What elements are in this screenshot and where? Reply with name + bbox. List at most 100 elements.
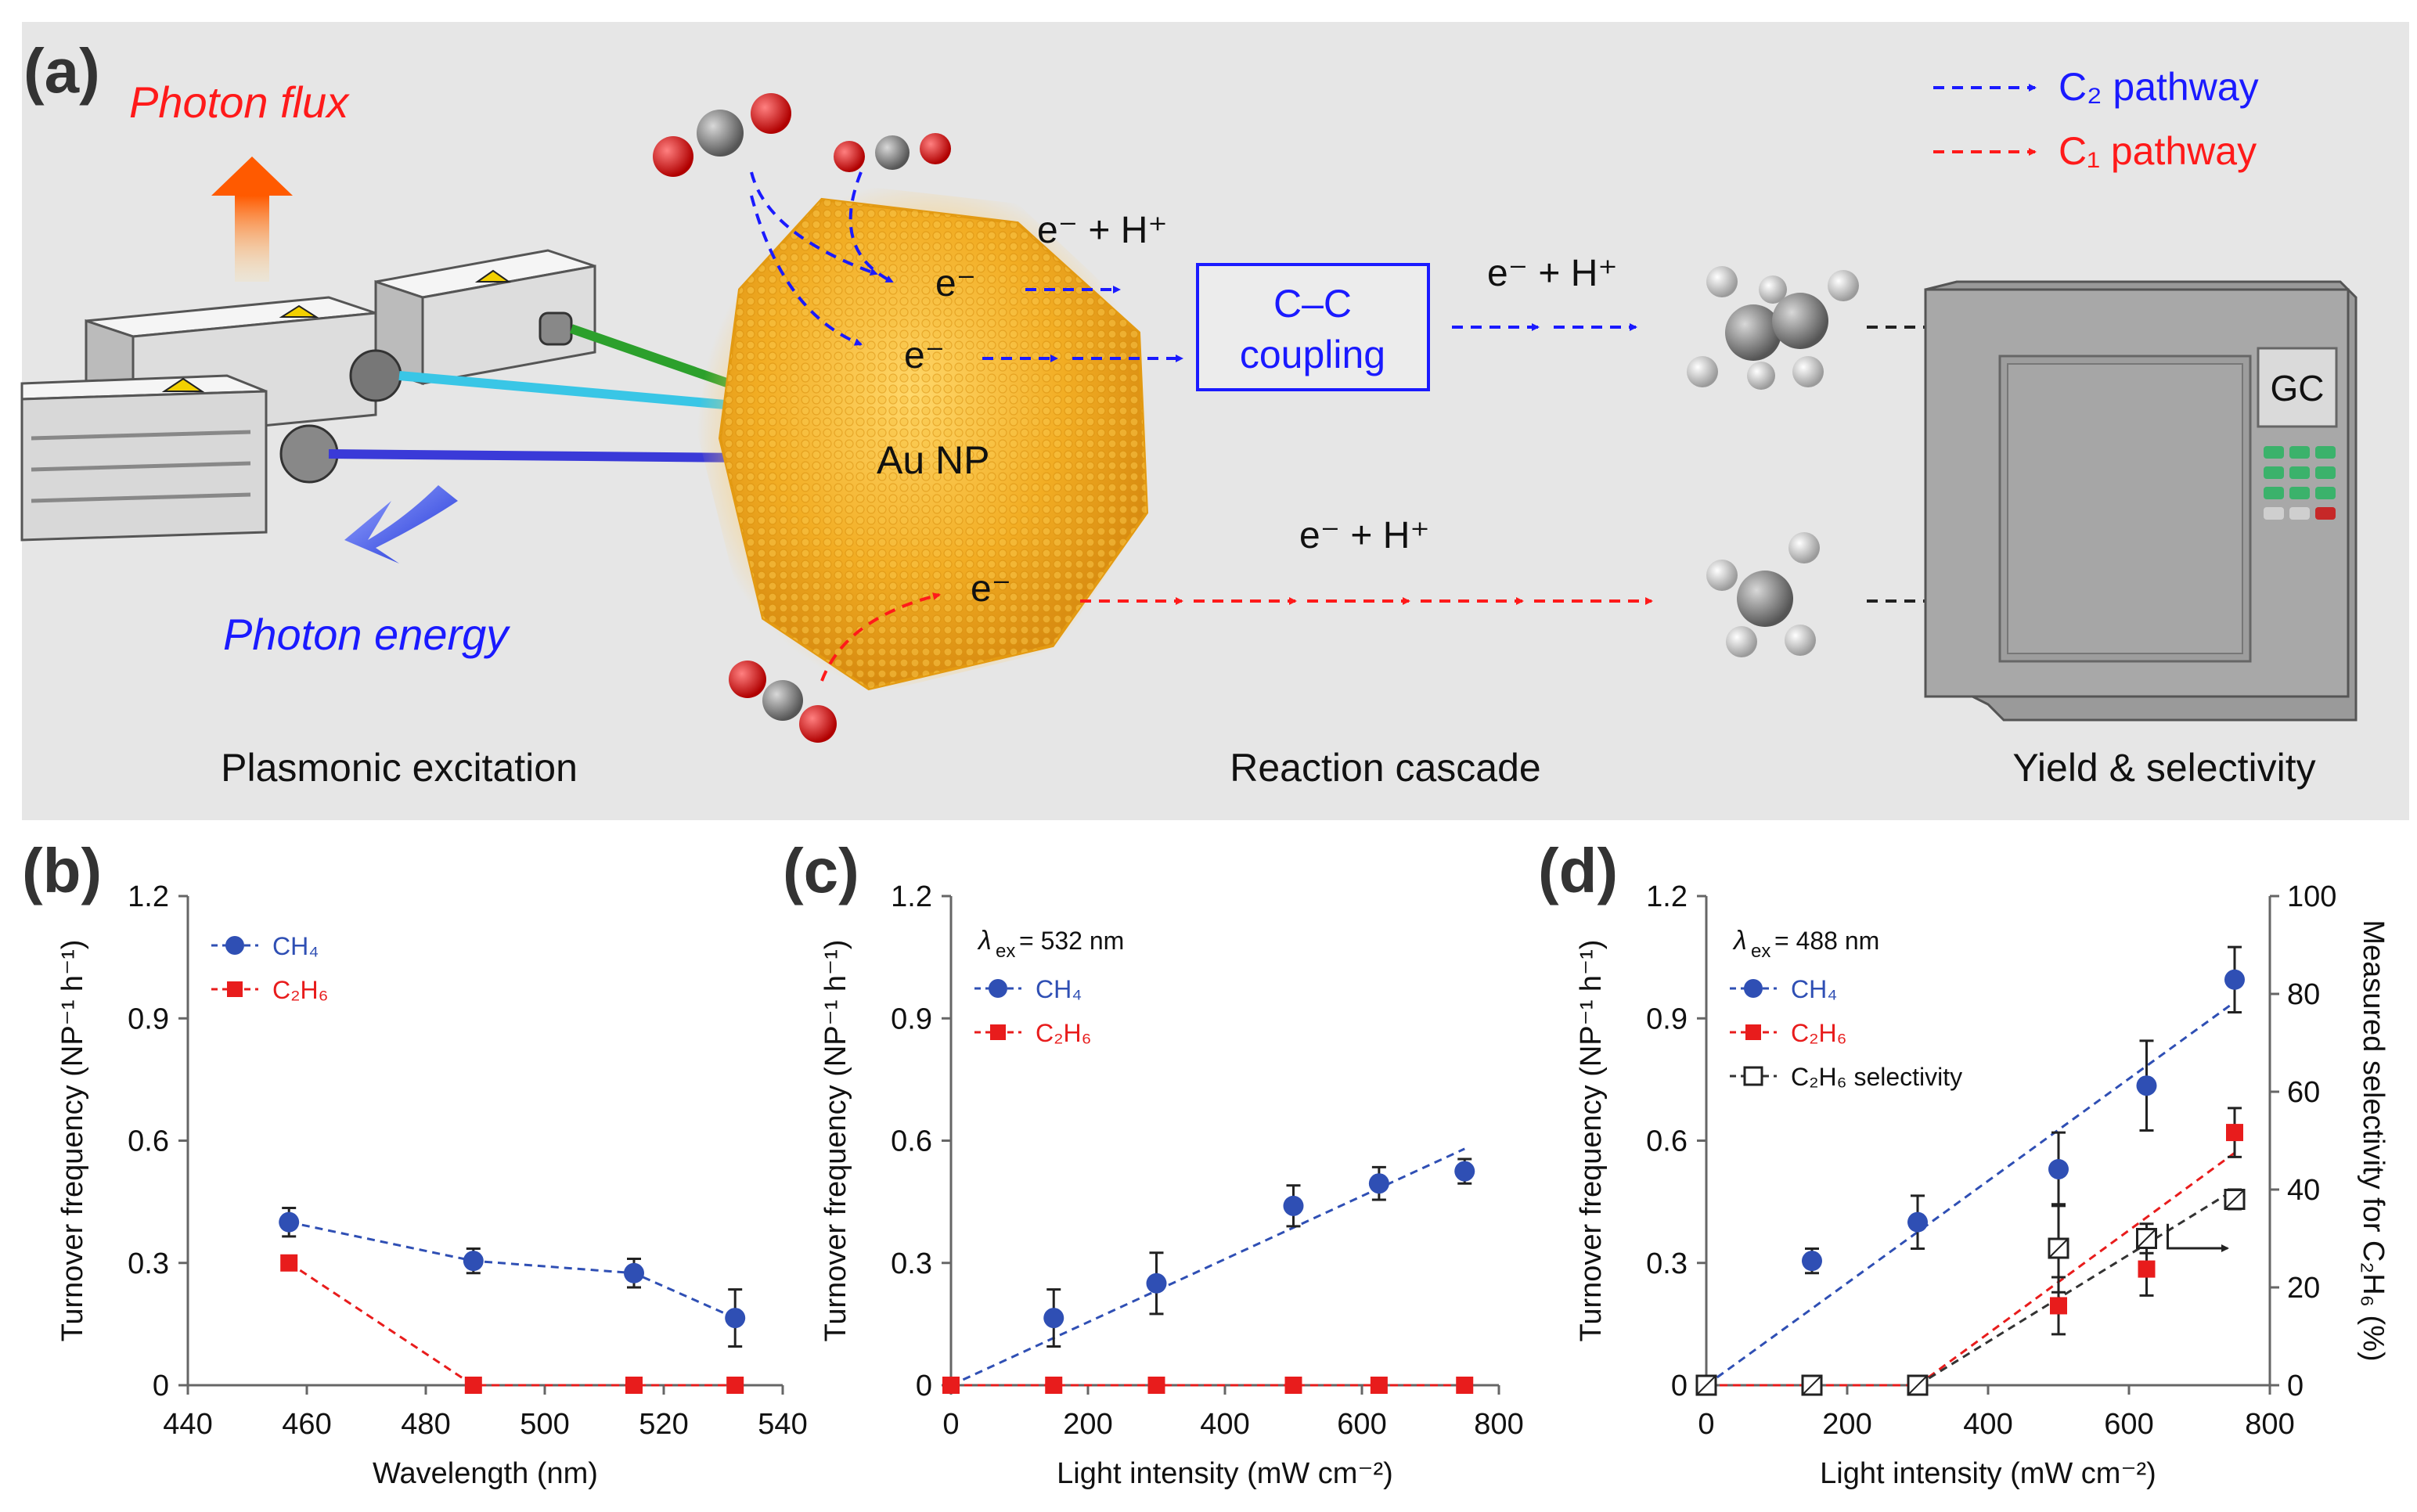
proton-electron-label: e⁻ + H⁺ xyxy=(1299,515,1430,556)
annotation-sub: ex xyxy=(996,941,1015,962)
co2-molecule-icon xyxy=(729,661,837,743)
chart-panel-d: (d) 0 200 400 600 800 0 0.3 0.6 0.9 1.2 0 20 40 60 80 10… xyxy=(1538,836,2390,1490)
y-tick-label: 0.9 xyxy=(1646,1003,1688,1035)
y-axis-right-label: Measured selectivity for C₂H₆ (%) xyxy=(2357,920,2390,1361)
x-tick-label: 440 xyxy=(163,1408,212,1441)
y-right-tick-label: 40 xyxy=(2287,1174,2320,1207)
electron-label: e⁻ xyxy=(904,335,945,376)
data-point-ch4 xyxy=(624,1262,644,1283)
caption-yield: Yield & selectivity xyxy=(2012,746,2315,790)
x-tick-label: 600 xyxy=(2104,1408,2153,1441)
annotation-lambda: λ xyxy=(977,926,992,956)
y-tick-label: 0.6 xyxy=(1646,1125,1688,1158)
data-point-ch4 xyxy=(1802,1251,1822,1272)
y-right-tick-label: 80 xyxy=(2287,978,2320,1011)
cc-coupling-line2: coupling xyxy=(1240,333,1385,376)
gc-keypad xyxy=(2264,446,2336,520)
gas-chromatograph-icon xyxy=(1924,280,2358,722)
data-point-c2h6 xyxy=(942,1377,960,1394)
y-tick-label: 0.3 xyxy=(128,1247,169,1280)
fit-line xyxy=(1706,1001,2235,1387)
charts-area: (b) 440 460 480 500 520 540 0 0.3 0.6 0.9 1.2 Wavele… xyxy=(22,836,2390,1490)
data-point-c2h6 xyxy=(1370,1377,1388,1394)
legend-label: C₂H₆ xyxy=(272,976,329,1004)
data-point-c2h6 xyxy=(2226,1124,2243,1142)
data-point-ch4 xyxy=(279,1211,300,1233)
y-right-tick-label: 0 xyxy=(2287,1370,2304,1402)
legend-c2-label: C₂ pathway xyxy=(2059,65,2259,109)
y-right-tick-label: 100 xyxy=(2287,880,2336,913)
data-point-c2h6 xyxy=(1147,1377,1165,1394)
au-nanoparticle-icon xyxy=(697,180,1151,697)
legend-marker-c2h6 xyxy=(227,981,243,997)
data-point-selectivity-hatch xyxy=(1696,1375,1716,1395)
au-np-label: Au NP xyxy=(877,438,990,482)
x-tick-label: 460 xyxy=(282,1408,331,1441)
ethane-molecule-icon xyxy=(1687,266,1859,390)
x-tick-label: 200 xyxy=(1822,1408,1871,1441)
electron-label: e⁻ xyxy=(935,263,976,304)
fit-line xyxy=(1917,1151,2235,1387)
legend-marker-ch4 xyxy=(1744,979,1763,998)
legend-label: CH₄ xyxy=(272,932,319,960)
data-point-c2h6 xyxy=(280,1254,298,1272)
x-tick-label: 540 xyxy=(758,1408,807,1441)
legend-marker-ch4 xyxy=(225,936,244,955)
x-tick-label: 400 xyxy=(1200,1408,1249,1441)
y-tick-label: 0.3 xyxy=(891,1247,932,1280)
laser-source-icon xyxy=(20,249,753,542)
chart-panel-b: (b) 440 460 480 500 520 540 0 0.3 0.6 0.9 1.2 Wavele… xyxy=(22,836,808,1490)
data-point-ch4 xyxy=(463,1251,484,1272)
data-point-c2h6 xyxy=(1045,1377,1063,1394)
annotation-lambda: λ xyxy=(1732,926,1747,956)
x-tick-label: 400 xyxy=(1963,1408,2012,1441)
co2-molecule-icon xyxy=(834,133,951,172)
y-axis-label: Turnover frequency (NP⁻¹ h⁻¹) xyxy=(819,940,852,1342)
legend-marker-c2h6 xyxy=(1745,1024,1761,1040)
co2-molecule-icon xyxy=(653,93,791,177)
laser-front xyxy=(20,374,339,542)
panel-a: (a) Photon flux xyxy=(20,22,2409,820)
y-tick-label: 0.6 xyxy=(128,1125,169,1158)
data-point-ch4 xyxy=(1454,1161,1475,1182)
x-axis-label: Wavelength (nm) xyxy=(373,1457,598,1490)
panel-label: (b) xyxy=(22,836,102,905)
data-point-ch4 xyxy=(2048,1158,2069,1179)
data-point-c2h6 xyxy=(464,1377,482,1394)
panel-label: (d) xyxy=(1538,836,1618,905)
data-point-ch4 xyxy=(1368,1173,1389,1194)
y-tick-label: 0.3 xyxy=(1646,1247,1688,1280)
data-point-c2h6 xyxy=(1284,1377,1302,1394)
blue-beam xyxy=(328,449,752,463)
data-point-ch4 xyxy=(1283,1195,1304,1216)
x-tick-label: 600 xyxy=(1337,1408,1386,1441)
y-tick-label: 1.2 xyxy=(1646,880,1688,913)
legend-label: CH₄ xyxy=(1791,975,1837,1003)
data-point-selectivity-hatch xyxy=(2224,1189,2245,1210)
y-tick-label: 1.2 xyxy=(891,880,932,913)
cyan-beam xyxy=(398,371,752,412)
x-tick-label: 520 xyxy=(639,1408,688,1441)
data-point-ch4 xyxy=(2136,1075,2157,1096)
proton-electron-label: e⁻ + H⁺ xyxy=(1037,210,1168,251)
y-tick-label: 1.2 xyxy=(128,880,169,913)
legend-c1-label: C₁ pathway xyxy=(2059,129,2257,173)
series-connector-line xyxy=(288,1262,736,1387)
cc-coupling-box xyxy=(1196,263,1430,391)
methane-molecule-icon xyxy=(1706,532,1820,657)
data-point-ch4 xyxy=(1043,1308,1064,1329)
legend-marker-ch4 xyxy=(989,979,1007,998)
x-tick-label: 800 xyxy=(2245,1408,2294,1441)
legend-label: C₂H₆ xyxy=(1791,1019,1847,1047)
y-tick-label: 0.9 xyxy=(891,1003,932,1035)
x-tick-label: 0 xyxy=(1698,1408,1714,1441)
y-tick-label: 0.9 xyxy=(128,1003,169,1035)
chart-panel-c: (c) 0 200 400 600 800 0 0.3 0.6 0.9 1.2 Light inten… xyxy=(783,836,1524,1490)
legend-label: C₂H₆ xyxy=(1036,1019,1092,1047)
cc-coupling-line1: C–C xyxy=(1273,282,1352,326)
co2-adsorption-arrow xyxy=(750,195,863,346)
photon-flux-label: Photon flux xyxy=(129,77,350,127)
y-tick-label: 0.6 xyxy=(891,1125,932,1158)
data-point-selectivity-hatch xyxy=(1802,1375,1822,1395)
